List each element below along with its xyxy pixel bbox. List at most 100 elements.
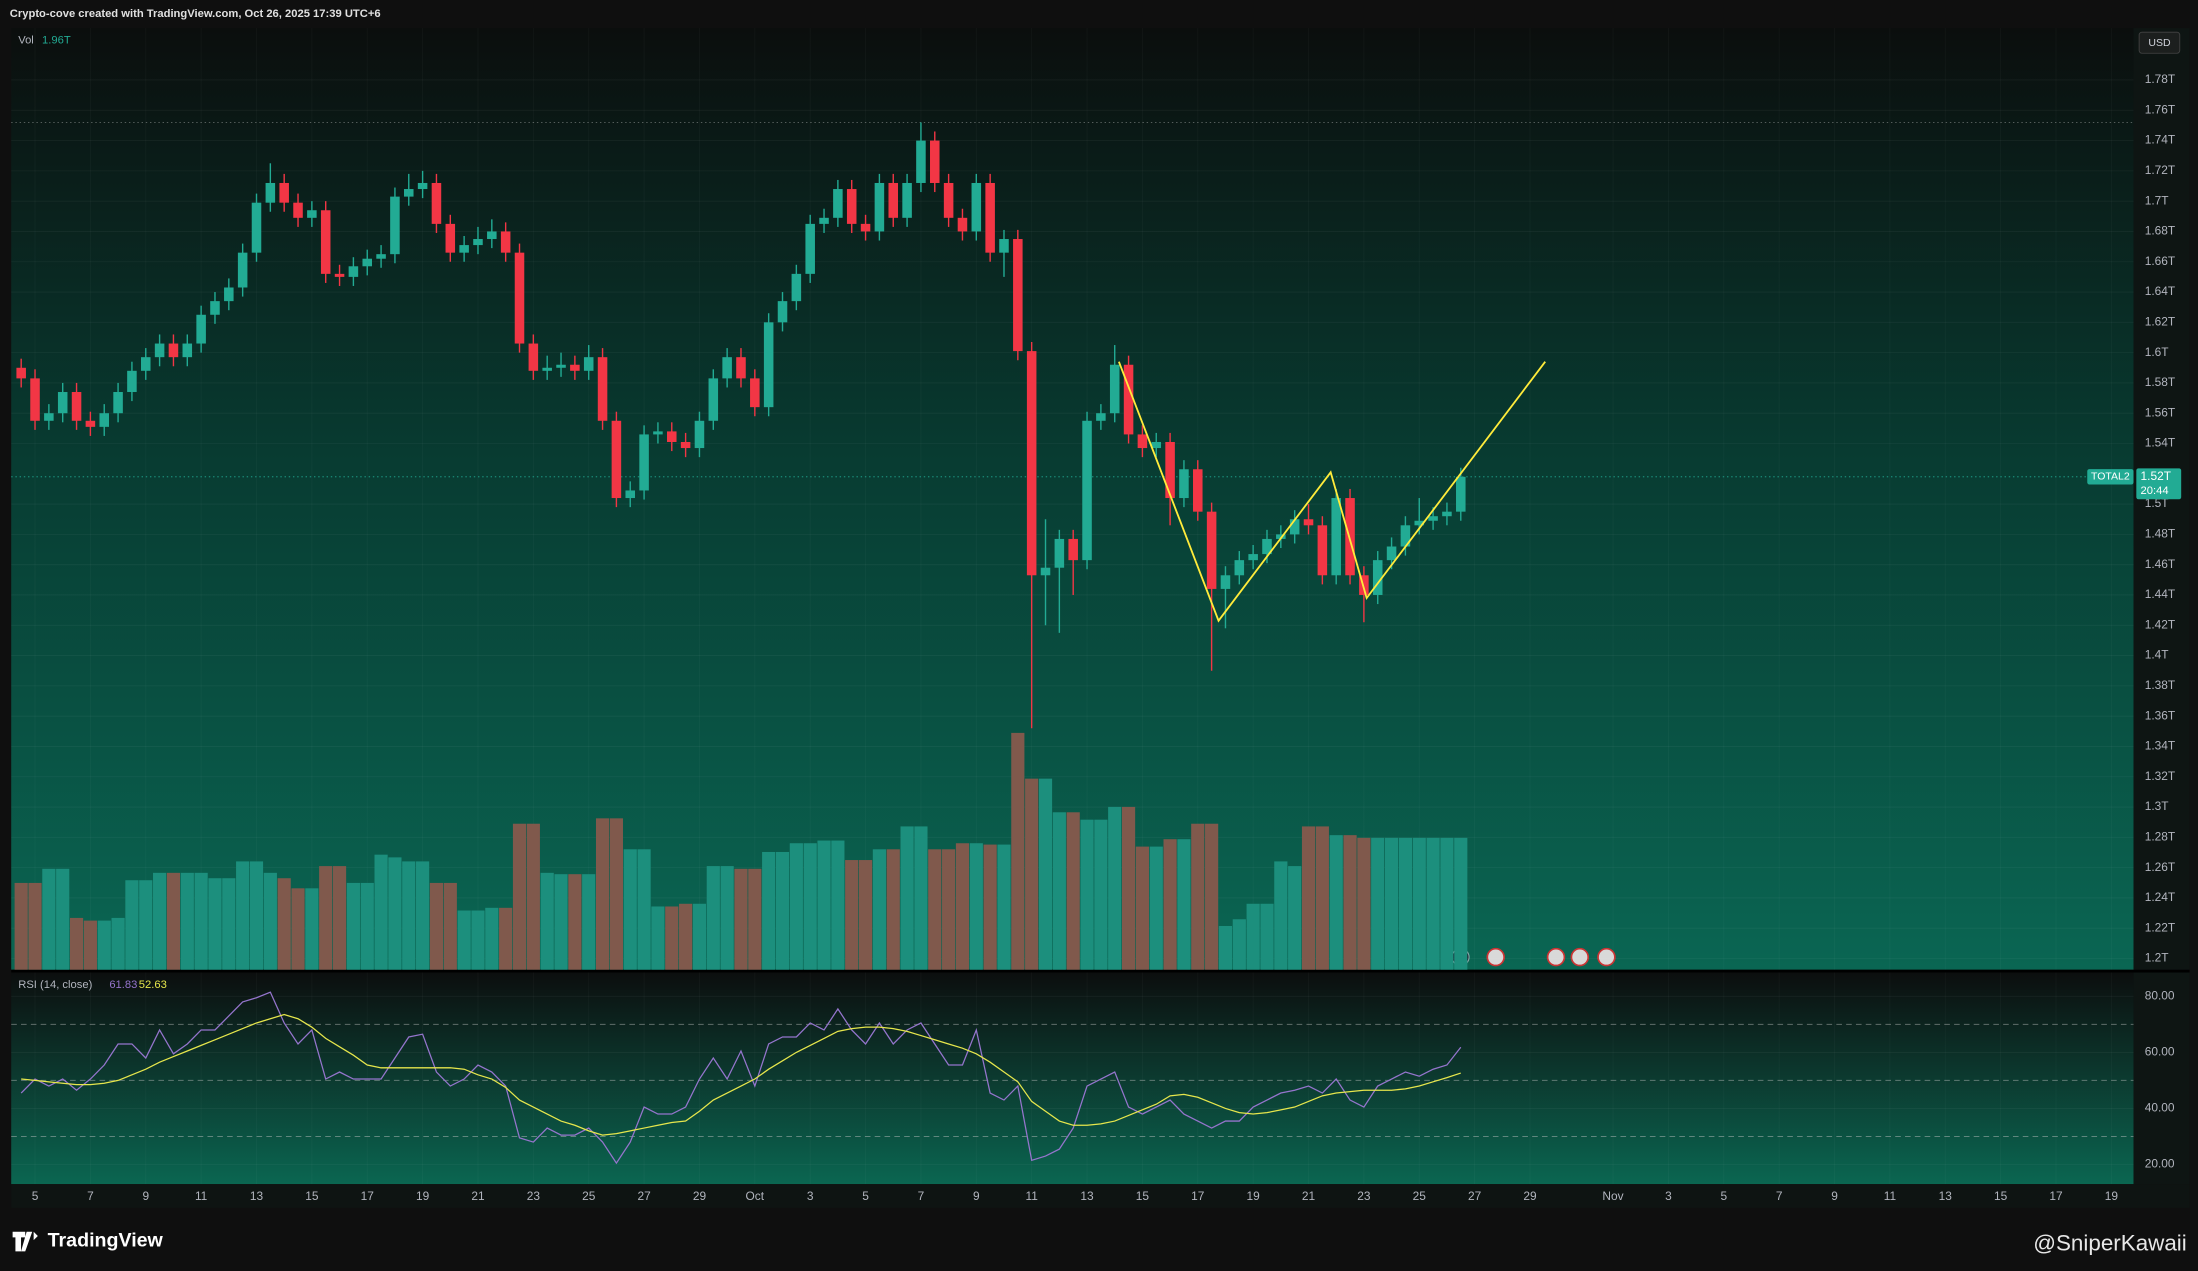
candle-body	[1262, 538, 1272, 555]
x-tick-label: 5	[862, 1189, 869, 1203]
candle-body	[237, 252, 248, 288]
candle-body	[653, 431, 663, 435]
candle-body	[265, 182, 276, 203]
volume-bar	[1454, 837, 1468, 970]
volume-bar	[1080, 819, 1094, 970]
candle-body	[99, 413, 110, 427]
candle-body	[1234, 560, 1245, 576]
event-icon[interactable]	[1597, 947, 1616, 967]
y-tick-label: 1.68T	[2145, 224, 2175, 238]
candle-body	[930, 140, 940, 183]
date-axis	[11, 1184, 2190, 1208]
volume-bar	[886, 849, 900, 970]
candle-body	[750, 378, 760, 408]
candle-body	[902, 182, 912, 218]
y-tick-label: 1.54T	[2145, 436, 2175, 450]
currency[interactable]: USD	[2148, 37, 2171, 49]
x-tick-label: 23	[1357, 1189, 1371, 1203]
volume-bar	[762, 851, 776, 970]
volume-bar	[540, 872, 554, 970]
volume-bar	[858, 860, 873, 970]
x-tick-label: Nov	[1602, 1189, 1623, 1203]
rsi-ma-last: 52.63	[139, 979, 167, 991]
candle-body	[445, 223, 456, 253]
x-tick-label: 23	[527, 1189, 541, 1203]
volume-title: Vol	[18, 35, 34, 47]
x-tick-label: 19	[2105, 1189, 2119, 1203]
symbol-tag	[2087, 469, 2134, 485]
volume-bar	[679, 903, 693, 970]
volume-bar	[900, 826, 914, 970]
candle-body	[127, 370, 137, 393]
candle-body	[999, 239, 1009, 253]
candle-body	[1026, 351, 1037, 576]
candle-body	[376, 254, 386, 259]
candle-body	[57, 392, 68, 414]
candle-body	[943, 182, 954, 218]
y-tick-label: 1.34T	[2145, 739, 2175, 753]
x-tick-label: 11	[195, 1189, 208, 1203]
candle-body	[1206, 511, 1217, 589]
volume-bar	[208, 878, 222, 970]
volume-bar	[1440, 837, 1454, 970]
volume-bar	[1301, 826, 1316, 970]
x-tick-label: 25	[582, 1189, 596, 1203]
y-tick-label: 1.22T	[2145, 920, 2175, 934]
candle-body	[1289, 519, 1300, 535]
volume	[14, 732, 1468, 970]
candle-body	[694, 420, 705, 449]
volume-bar	[1412, 837, 1426, 970]
candle-body	[1123, 364, 1134, 435]
volume-bar	[789, 843, 803, 970]
volume-bar	[457, 910, 471, 970]
y-tick-label: 1.5T	[2145, 496, 2169, 510]
x-tick-label: 13	[1080, 1189, 1094, 1203]
y-tick-label: 1.3T	[2145, 799, 2169, 813]
candle-body	[1442, 511, 1452, 517]
candle-body	[667, 431, 677, 442]
candle-body	[417, 182, 428, 190]
volume-bar	[69, 917, 84, 970]
volume-bar	[623, 849, 637, 970]
volume-bar	[651, 906, 665, 970]
x-tick-label: 15	[1994, 1189, 2008, 1203]
x-tick-label: 19	[416, 1189, 430, 1203]
y-tick-label: 1.28T	[2145, 829, 2175, 843]
y-tick-label: 1.76T	[2145, 102, 2175, 116]
volume-bar	[872, 849, 886, 970]
volume-bar	[28, 882, 42, 970]
volume-bar	[955, 843, 970, 970]
caption: Crypto-cove created with TradingView.com…	[10, 8, 381, 20]
volume-bar	[166, 872, 181, 970]
y-tick-label: 20.00	[2145, 1157, 2175, 1171]
volume-bar	[582, 874, 596, 970]
volume-bar	[97, 920, 111, 970]
candle-body	[736, 357, 746, 379]
volume-bar	[568, 874, 582, 970]
volume-bar	[305, 888, 319, 970]
logo-mark	[12, 1231, 38, 1252]
y-tick-label: 1.48T	[2145, 527, 2175, 541]
volume-bar	[665, 906, 679, 970]
volume-bar	[595, 818, 610, 970]
y-tick-label: 1.62T	[2145, 314, 2175, 328]
y-tick-label: 1.44T	[2145, 587, 2175, 601]
candle-body	[1109, 364, 1120, 414]
x-tick-label: 9	[142, 1189, 149, 1203]
y-tick-label: 1.78T	[2145, 72, 2175, 86]
candle-body	[514, 252, 525, 344]
currency-button[interactable]	[2138, 31, 2181, 54]
event-icon[interactable]	[1486, 947, 1505, 967]
candle-body	[196, 314, 206, 344]
volume-bar	[734, 868, 748, 970]
volume-bar	[402, 861, 416, 970]
watermark: @SniperKawaii	[2033, 1230, 2187, 1255]
rsi-title: RSI (14, close)	[18, 979, 92, 991]
event-icon[interactable]	[1546, 947, 1566, 967]
event-icon[interactable]	[1570, 947, 1590, 967]
candle-body	[71, 392, 82, 421]
candle-body	[390, 196, 400, 255]
y-tick-label: 1.64T	[2145, 284, 2175, 298]
volume-bar	[319, 866, 333, 970]
